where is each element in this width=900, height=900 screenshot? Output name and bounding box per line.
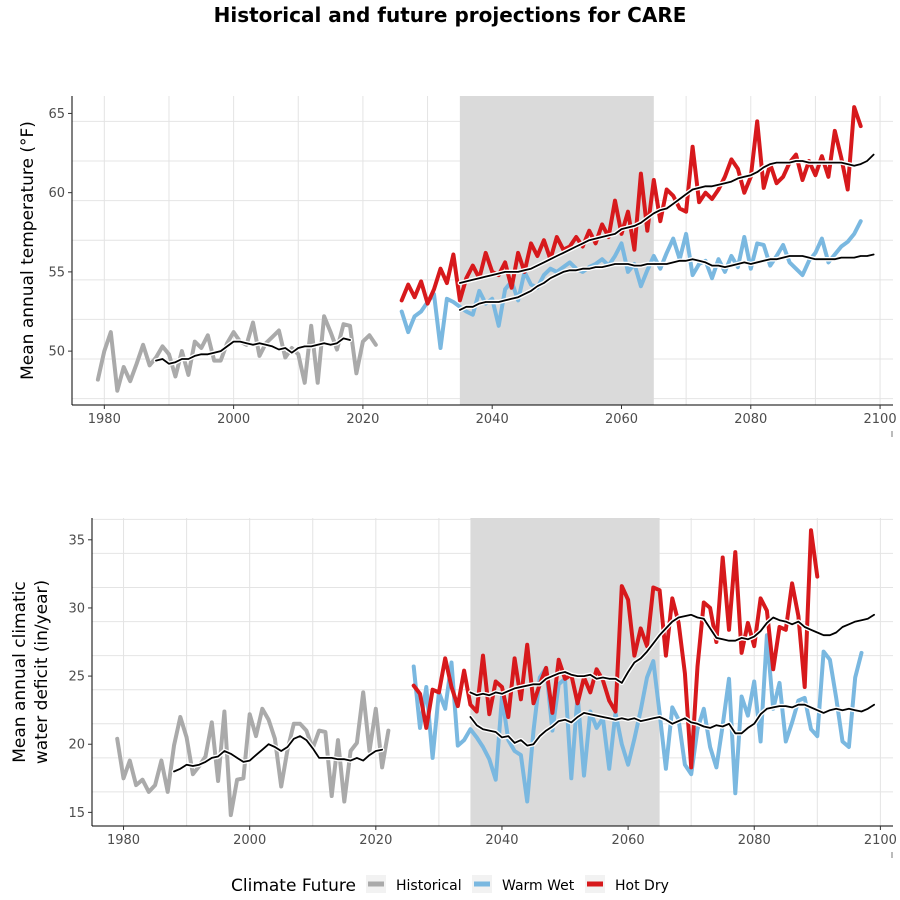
hot-dry-smoothed-path xyxy=(458,153,875,284)
legend-item-hot-dry: Hot Dry xyxy=(585,875,669,894)
x-tick-label: 2080 xyxy=(734,412,767,427)
warm-wet-smoothed-path xyxy=(458,253,875,311)
x-tick-label: 2100 xyxy=(864,412,897,427)
x-tick-label: 2020 xyxy=(359,833,392,848)
hot-dry-smoothed-line xyxy=(457,152,876,286)
legend-label: Warm Wet xyxy=(502,878,575,894)
x-tick-label: 1980 xyxy=(88,412,121,427)
x-tick-label: 2100 xyxy=(864,833,897,848)
hot-dry-line xyxy=(399,105,863,306)
y-tick-label: 35 xyxy=(68,533,85,548)
hot-dry-smoothed-path xyxy=(469,613,875,697)
y-axis-label: Mean annual climatic xyxy=(10,581,30,763)
historical-smoothed-line xyxy=(153,336,353,367)
historical-smoothed-path xyxy=(173,735,384,773)
y-axis-label: water deficit (in/year) xyxy=(32,580,52,764)
historical-smoothed-path xyxy=(155,337,351,365)
historical-line xyxy=(115,690,391,818)
warm-wet-line xyxy=(399,219,863,350)
legend-item-warm-wet: Warm Wet xyxy=(472,875,575,894)
x-tick-label: 2000 xyxy=(217,412,250,427)
legend-label: Historical xyxy=(396,878,462,894)
warm-wet-smoothed-line xyxy=(468,702,877,748)
x-tick-label: 2060 xyxy=(612,833,645,848)
historical-line xyxy=(95,314,378,393)
series-lines xyxy=(115,528,877,818)
y-tick-label: 65 xyxy=(48,107,65,122)
x-tick-label: 2040 xyxy=(485,833,518,848)
y-tick-label: 60 xyxy=(48,186,65,201)
warm-wet-line xyxy=(411,633,864,804)
x-tick-label: 2000 xyxy=(233,833,266,848)
y-axis-label: Mean annual temperature (°F) xyxy=(18,121,38,380)
hot-dry-line xyxy=(411,528,820,770)
historical-smoothed-line xyxy=(171,733,385,774)
warm-wet-smoothed-line xyxy=(457,252,876,313)
legend-label: Hot Dry xyxy=(615,878,669,894)
y-tick-label: 55 xyxy=(48,265,65,280)
legend-title: Climate Future xyxy=(231,876,356,896)
water-deficit-panel: 1980 2000 2020 2040 2060 2080 2100 15 20 25 30 35 Me… xyxy=(10,518,897,858)
y-tick-label: 15 xyxy=(68,806,85,821)
y-tick-label: 30 xyxy=(68,601,85,616)
series-lines xyxy=(95,105,876,393)
chart-title: Historical and future projections for CA… xyxy=(214,3,687,27)
x-tick-label: 2040 xyxy=(476,412,509,427)
legend-items: Historical Warm Wet Hot Dry xyxy=(366,875,669,894)
legend: Climate Future Historical Warm Wet Hot Dry xyxy=(231,875,669,896)
x-tick-label: 2080 xyxy=(738,833,771,848)
x-tick-label: 2020 xyxy=(346,412,379,427)
x-tick-label: 2060 xyxy=(605,412,638,427)
x-tick-label: 1980 xyxy=(107,833,140,848)
y-tick-label: 50 xyxy=(48,345,65,360)
hot-dry-smoothed-line xyxy=(468,612,877,698)
legend-item-historical: Historical xyxy=(366,875,462,894)
y-tick-label: 25 xyxy=(68,670,85,685)
temperature-panel: 1980 2000 2020 2040 2060 2080 2100 50 55 60 65 Mean… xyxy=(18,96,897,437)
y-tick-label: 20 xyxy=(68,738,85,753)
warm-wet-smoothed-path xyxy=(469,703,875,747)
